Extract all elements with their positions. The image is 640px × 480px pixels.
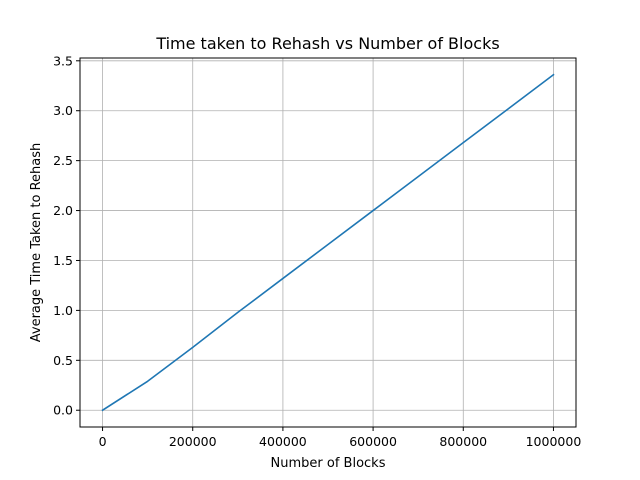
x-axis-title: Number of Blocks (271, 456, 386, 471)
grid (80, 58, 576, 427)
x-tick-label: 800000 (439, 434, 487, 449)
plot-area (101, 73, 555, 412)
series-line (101, 73, 555, 412)
y-tick-label: 2.5 (53, 153, 73, 168)
chart-title: Time taken to Rehash vs Number of Blocks (155, 34, 499, 53)
y-tick-label: 0.5 (53, 353, 73, 368)
x-tick-label: 600000 (349, 434, 397, 449)
y-tick-label: 3.5 (53, 53, 73, 68)
y-tick-label: 2.0 (53, 203, 73, 218)
y-tick-label: 1.5 (53, 253, 73, 268)
y-tick-label: 1.0 (53, 303, 73, 318)
axes-frame (79, 57, 577, 428)
ticks: 0 200000 400000 600000 800000 1000000 0.0 0.5 1.… (53, 53, 581, 449)
y-axis-title: Average Time Taken to Rehash (29, 143, 44, 343)
x-tick-label: 1000000 (526, 434, 582, 449)
x-tick-label: 400000 (259, 434, 307, 449)
y-tick-label: 0.0 (53, 403, 73, 418)
x-tick-label: 200000 (169, 434, 217, 449)
y-tick-label: 3.0 (53, 103, 73, 118)
x-tick-label: 0 (99, 434, 107, 449)
